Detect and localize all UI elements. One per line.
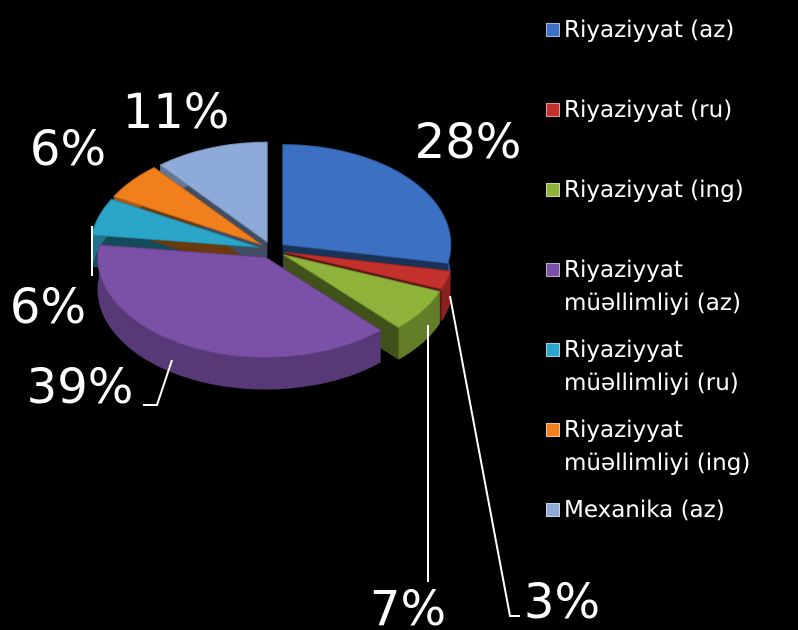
legend-item: Riyaziyyat (ru) — [546, 94, 792, 127]
legend-swatch — [546, 183, 560, 197]
data-label: 6% — [30, 121, 106, 177]
slice — [283, 254, 441, 329]
leader-lines — [91, 226, 520, 617]
legend-swatch — [546, 103, 560, 117]
slice-outer-wall — [441, 271, 451, 322]
legend-label: Riyaziyyat (az) — [564, 17, 735, 43]
legend-item: Riyaziyyat müəllimliyi (az) — [546, 254, 792, 320]
legend-swatch — [546, 343, 560, 357]
slice-outer-wall — [97, 244, 381, 390]
legend-swatch — [546, 263, 560, 277]
legend-label: Riyaziyyat müəllimliyi (ing) — [564, 417, 751, 476]
slice — [97, 244, 382, 358]
slice-tops — [91, 141, 452, 358]
legend-swatch — [546, 23, 560, 37]
slice — [159, 141, 268, 244]
data-label: 11% — [123, 84, 230, 140]
slice — [285, 251, 452, 290]
legend-swatch — [546, 423, 560, 437]
data-label: 6% — [10, 279, 86, 335]
slice — [282, 144, 452, 264]
legend-item: Riyaziyyat (az) — [546, 14, 792, 47]
slice-outer-wall — [398, 291, 440, 360]
legend-item: Riyaziyyat müəllimliyi (ing) — [546, 414, 792, 480]
data-labels: 28% 3% 7% 39% 6% 6% 11% — [10, 84, 600, 630]
leader-line — [143, 359, 173, 406]
legend-item: Mexanika (az) — [546, 494, 792, 527]
data-label: 7% — [370, 581, 446, 630]
legend-label: Riyaziyyat müəllimliyi (az) — [564, 257, 741, 316]
slice — [113, 167, 262, 246]
legend-item: Riyaziyyat (ing) — [546, 174, 792, 207]
data-label: 28% — [415, 114, 522, 170]
legend-item: Riyaziyyat müəllimliyi (ru) — [546, 334, 792, 400]
legend-label: Mexanika (az) — [564, 497, 725, 523]
leader-line — [449, 295, 520, 617]
data-label: 3% — [524, 574, 600, 630]
data-label: 39% — [27, 359, 134, 415]
legend-label: Riyaziyyat müəllimliyi (ru) — [564, 337, 739, 396]
legend-label: Riyaziyyat (ing) — [564, 177, 744, 203]
legend-label: Riyaziyyat (ru) — [564, 97, 733, 123]
legend-swatch — [546, 503, 560, 517]
